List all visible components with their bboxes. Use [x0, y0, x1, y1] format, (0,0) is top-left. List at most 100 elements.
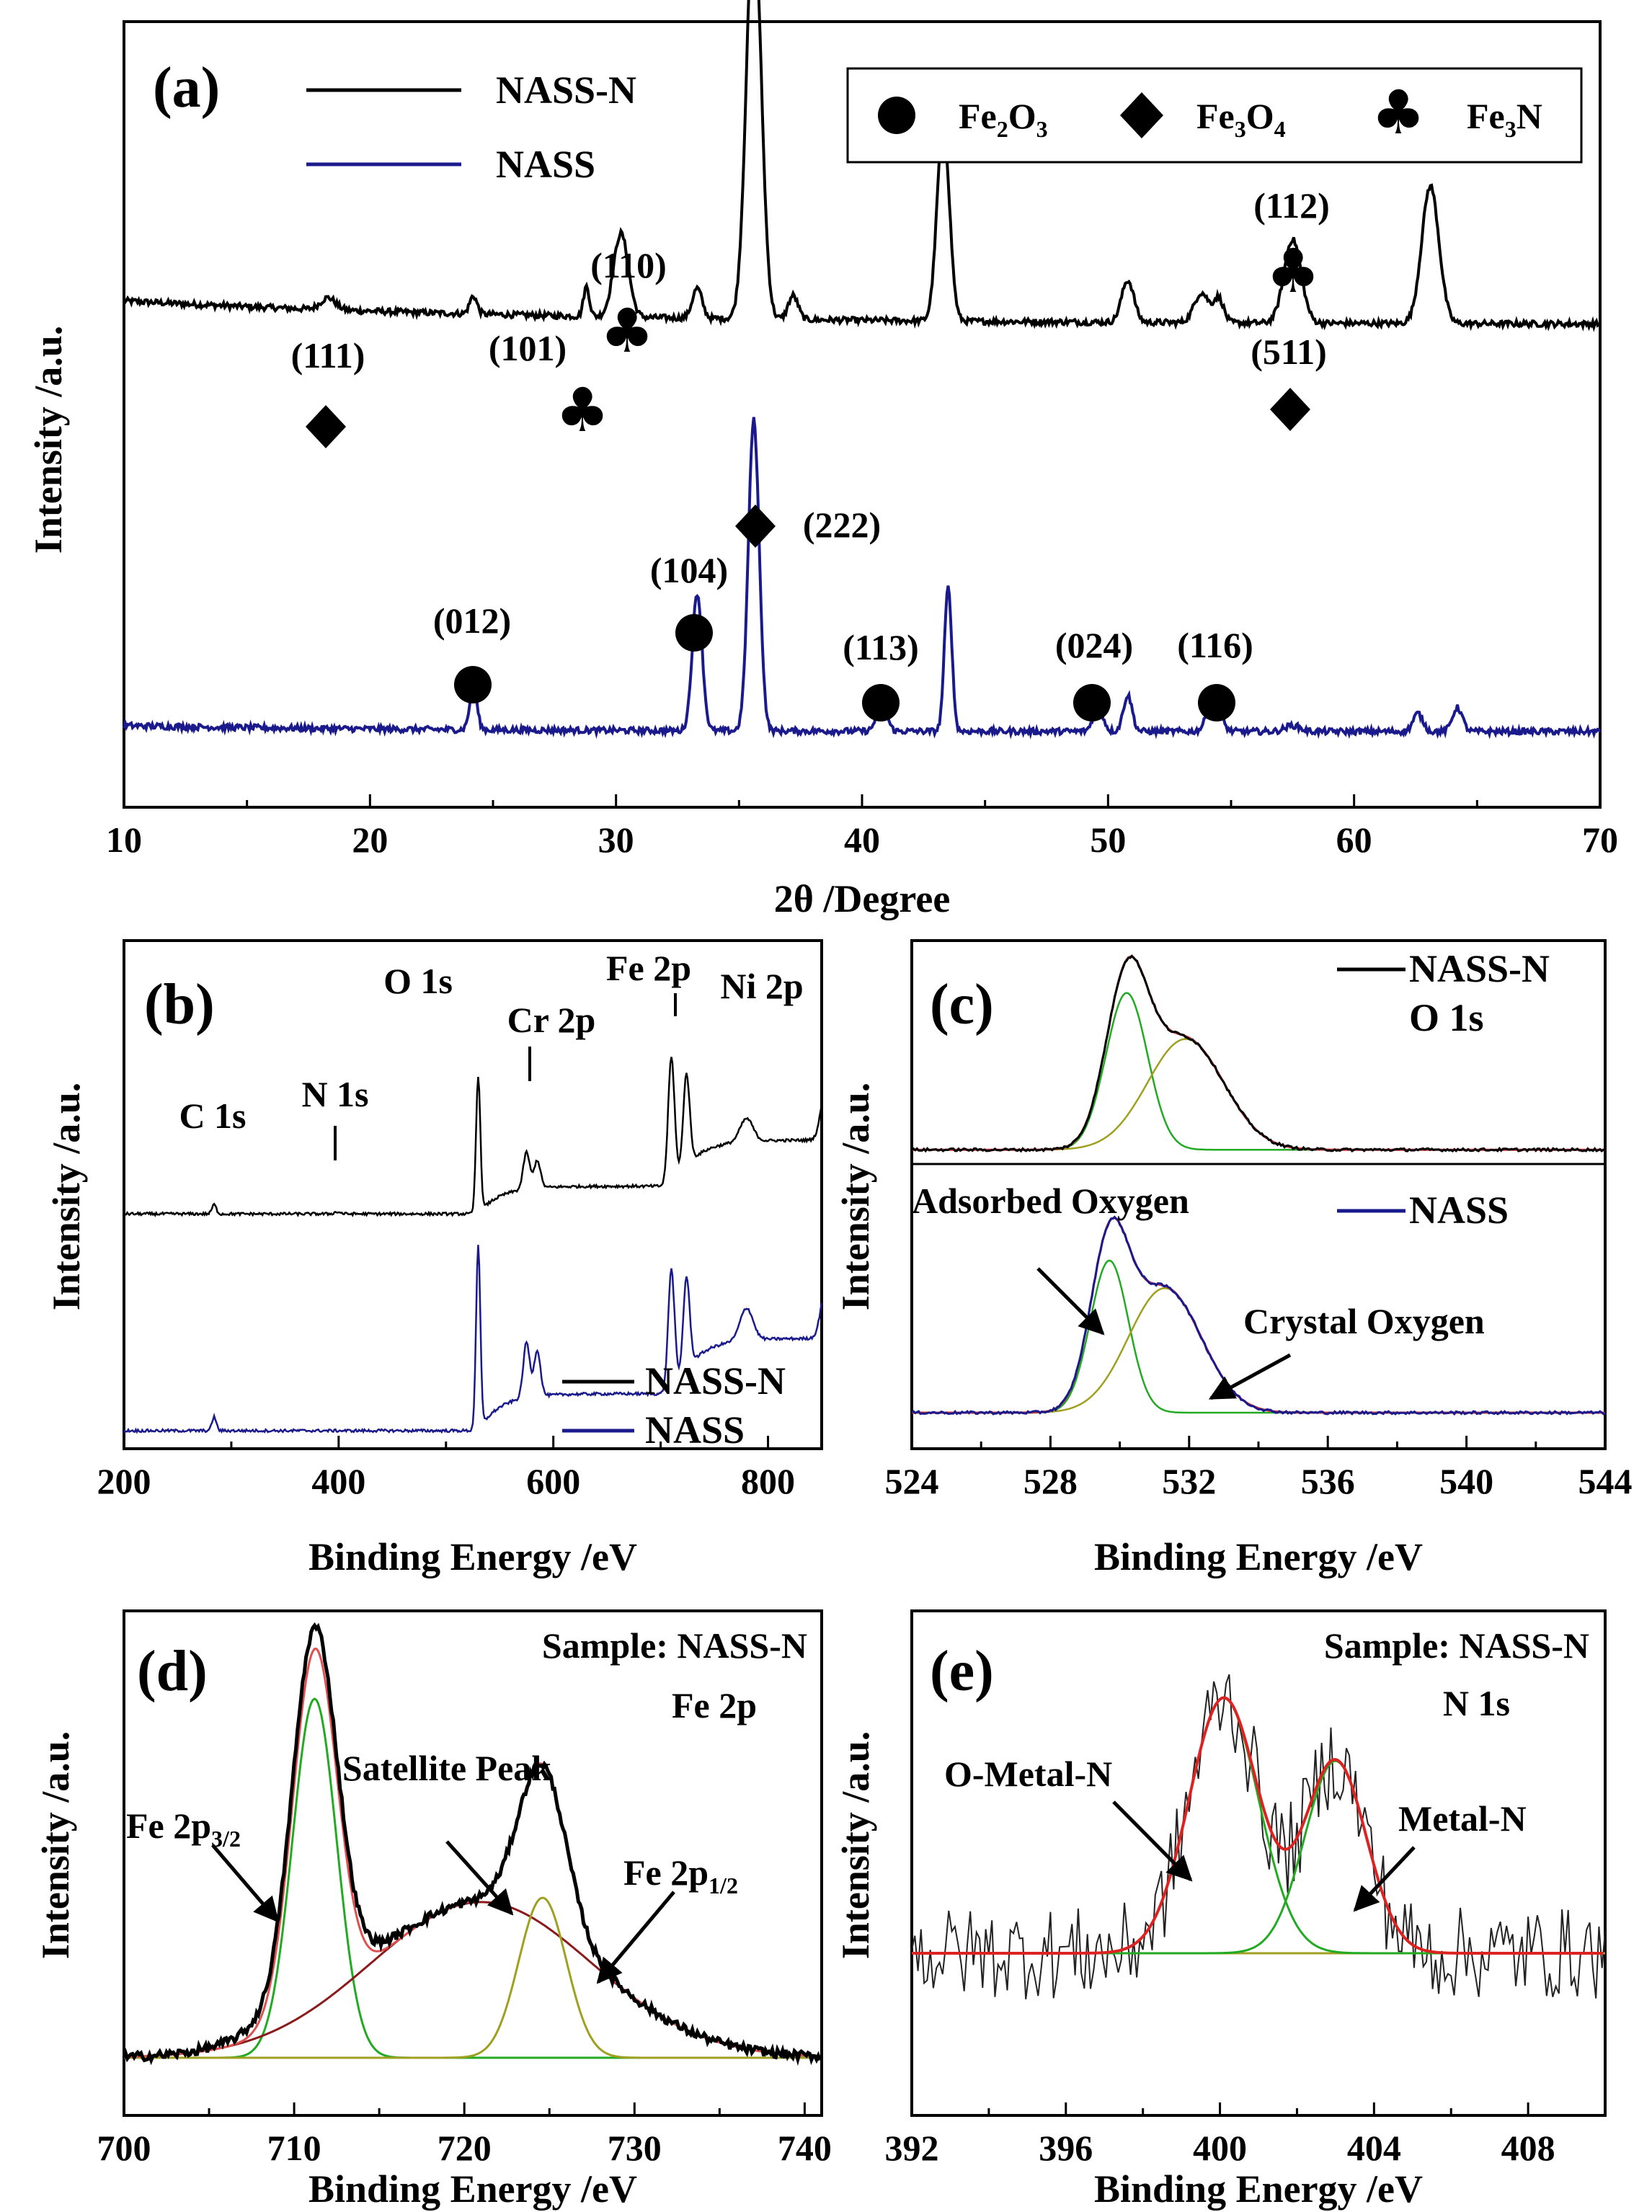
club-icon: ♣	[555, 375, 609, 445]
fit-component-line	[124, 1896, 820, 2059]
panel-e-xlabel: Binding Energy /eV	[1094, 2167, 1423, 2211]
circle-icon	[454, 666, 492, 703]
hkl-101: (101)	[489, 328, 567, 368]
crystal-arrow	[1208, 1353, 1292, 1400]
series-nass-n-line	[123, 1057, 823, 1217]
x-tick-label: 200	[97, 1461, 151, 1501]
diamond-icon	[306, 405, 346, 448]
panel-d: 700 710 720 730 740 (d) Binding Energy /eV I…	[34, 1609, 832, 2211]
x-tick-label: 700	[97, 2128, 151, 2168]
phase-legend-fe2o3: Fe2O3	[959, 96, 1048, 142]
series-nass-n-line	[910, 954, 1606, 1153]
diamond-icon	[1270, 388, 1310, 431]
panel-c: 524 528 532 536 540 544 (c) Binding Energy /e…	[834, 939, 1633, 1578]
phase-legend-fe3o4: Fe3O4	[1196, 96, 1286, 142]
panel-e-frame	[910, 1609, 1607, 2117]
hkl-111: (111)	[291, 335, 365, 376]
panel-b-x-ticks	[123, 1436, 770, 1449]
omn-arrow	[1112, 1800, 1193, 1882]
panel-a-label: (a)	[153, 56, 220, 120]
peak-label-ni2p: Ni 2p	[720, 966, 803, 1006]
x-tick-label: 50	[1090, 819, 1126, 860]
circle-icon	[1073, 684, 1111, 721]
legend-nass-n-label: NASS-N	[645, 1359, 786, 1403]
x-tick-label: 544	[1578, 1461, 1633, 1501]
series-nass-line	[911, 1215, 1606, 1416]
hkl-511: (511)	[1251, 332, 1327, 372]
panel-d-ylabel: Intensity /a.u.	[34, 1731, 77, 1960]
panel-d-line: Fe 2p	[672, 1685, 757, 1725]
panel-b-xlabel: Binding Energy /eV	[308, 1535, 637, 1578]
panel-e-label: (e)	[930, 1640, 994, 1703]
x-tick-label: 20	[352, 819, 388, 860]
panel-b-label: (b)	[144, 973, 215, 1036]
fe2p32-arrow	[211, 1844, 280, 1923]
panel-e-curves	[911, 1674, 1606, 1999]
legend-nass-label: NASS	[496, 143, 595, 186]
panel-c-label: (c)	[930, 973, 994, 1036]
panel-a-legend: NASS-N NASS	[306, 68, 636, 186]
panel-c-ylabel: Intensity /a.u.	[834, 1083, 877, 1311]
panel-a-x-ticks	[123, 794, 1602, 807]
fe2p12-arrow	[596, 1891, 675, 1984]
hkl-024: (024)	[1055, 625, 1133, 665]
legend-nass-label: NASS	[645, 1408, 745, 1452]
x-tick-label: 540	[1439, 1461, 1493, 1501]
hkl-012: (012)	[433, 600, 511, 641]
diamond-icon	[735, 505, 776, 548]
panel-d-label: (d)	[137, 1640, 208, 1703]
panel-c-x-ticks	[910, 1436, 1607, 1449]
x-tick-label: 740	[778, 2128, 832, 2168]
x-tick-label: 400	[1193, 2128, 1247, 2168]
panel-c-tick-labels: 524 528 532 536 540 544	[885, 1461, 1633, 1501]
hkl-222: (222)	[803, 505, 881, 545]
panel-a-tick-labels: 10 20 30 40 50 60 70	[106, 819, 1618, 860]
panel-e-sample: Sample: NASS-N	[1324, 1625, 1589, 1666]
fe2p32-label: Fe 2p3/2	[126, 1805, 241, 1852]
panel-a: 10 20 30 40 50 60 70 (a) 2θ /Degree Intensity …	[27, 0, 1618, 920]
x-tick-label: 396	[1039, 2128, 1093, 2168]
panel-d-tick-labels: 700 710 720 730 740	[97, 2128, 832, 2168]
legend-nass-n-label: NASS-N	[496, 68, 636, 112]
panel-e-x-ticks	[910, 2102, 1529, 2115]
peak-label-c1s: C 1s	[179, 1096, 246, 1136]
x-tick-label: 800	[741, 1461, 795, 1501]
fit-envelope-line	[912, 1696, 1604, 1955]
series-nass-n-line	[123, 0, 1602, 332]
phase-legend: Fe2O3 Fe3O4 ♣ Fe3N	[846, 67, 1583, 164]
panel-d-curves	[122, 1622, 822, 2066]
panel-b-ylabel: Intensity /a.u.	[45, 1083, 88, 1311]
x-tick-label: 30	[598, 819, 634, 860]
raw-spectrum-line	[911, 1674, 1606, 1999]
panel-c-xlabel: Binding Energy /eV	[1094, 1535, 1423, 1578]
mn-arrow	[1353, 1846, 1416, 1912]
panel-c-top-sub: O 1s	[1409, 996, 1484, 1039]
panel-d-sample: Sample: NASS-N	[542, 1625, 807, 1666]
hkl-104: (104)	[650, 550, 728, 590]
panel-a-annotations: (111) (101) ♣ (110) ♣ (112) ♣ (511) (222…	[291, 185, 1330, 721]
omn-label: O-Metal-N	[944, 1754, 1112, 1794]
panel-e: 392 396 400 404 408 (e) Binding Energy /eV I…	[834, 1609, 1607, 2211]
panel-e-ylabel: Intensity /a.u.	[834, 1731, 877, 1960]
x-tick-label: 404	[1347, 2128, 1401, 2168]
panel-d-x-ticks	[123, 2102, 806, 2115]
x-tick-label: 392	[885, 2128, 939, 2168]
series-nass-line	[123, 417, 1602, 740]
x-tick-label: 60	[1336, 819, 1372, 860]
panel-c-curves	[910, 954, 1606, 1416]
peak-label-fe2p: Fe 2p	[606, 948, 691, 988]
hkl-112: (112)	[1253, 185, 1330, 226]
hkl-116: (116)	[1177, 625, 1253, 665]
fe2p12-label: Fe 2p1/2	[623, 1852, 738, 1898]
panel-c-top-legend: NASS-N	[1409, 947, 1550, 990]
phase-legend-fe3n: Fe3N	[1467, 96, 1542, 142]
x-tick-label: 400	[311, 1461, 365, 1501]
panel-d-xlabel: Binding Energy /eV	[308, 2167, 637, 2211]
x-tick-label: 528	[1023, 1461, 1078, 1501]
panel-a-xlabel: 2θ /Degree	[774, 877, 951, 920]
mn-label: Metal-N	[1398, 1798, 1527, 1839]
circle-icon	[1198, 684, 1235, 721]
panel-b-frame	[123, 939, 823, 1450]
x-tick-label: 600	[526, 1461, 580, 1501]
phase-legend-diamond-icon	[1120, 92, 1163, 138]
